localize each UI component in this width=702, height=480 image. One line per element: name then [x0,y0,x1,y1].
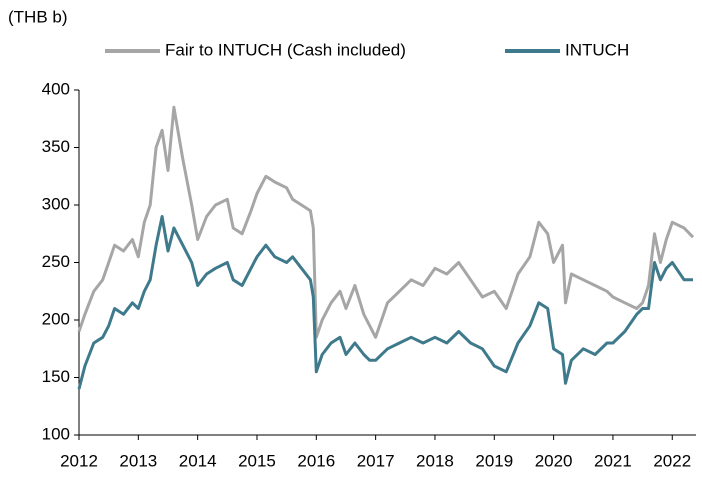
x-tick-label: 2015 [238,451,276,470]
series-line [77,105,695,339]
x-tick-label: 2020 [535,451,573,470]
x-tick-label: 2013 [119,451,157,470]
y-tick-label: 150 [42,367,70,386]
x-tick-label: 2014 [179,451,217,470]
x-tick-label: 2019 [475,451,513,470]
y-tick-label: 400 [42,79,70,98]
x-tick-label: 2016 [297,451,335,470]
y-axis-label: (THB b) [8,7,68,26]
y-tick-label: 200 [42,309,70,328]
x-tick-label: 2022 [653,451,691,470]
y-tick-label: 100 [42,424,70,443]
x-tick-label: 2012 [60,451,98,470]
x-tick-label: 2018 [416,451,454,470]
y-tick-label: 250 [42,252,70,271]
series-line [77,215,693,390]
y-tick-label: 300 [42,194,70,213]
x-tick-label: 2021 [594,451,632,470]
legend-label: INTUCH [565,40,629,59]
x-tick-label: 2017 [357,451,395,470]
legend-label: Fair to INTUCH (Cash included) [165,40,406,59]
y-tick-label: 350 [42,137,70,156]
